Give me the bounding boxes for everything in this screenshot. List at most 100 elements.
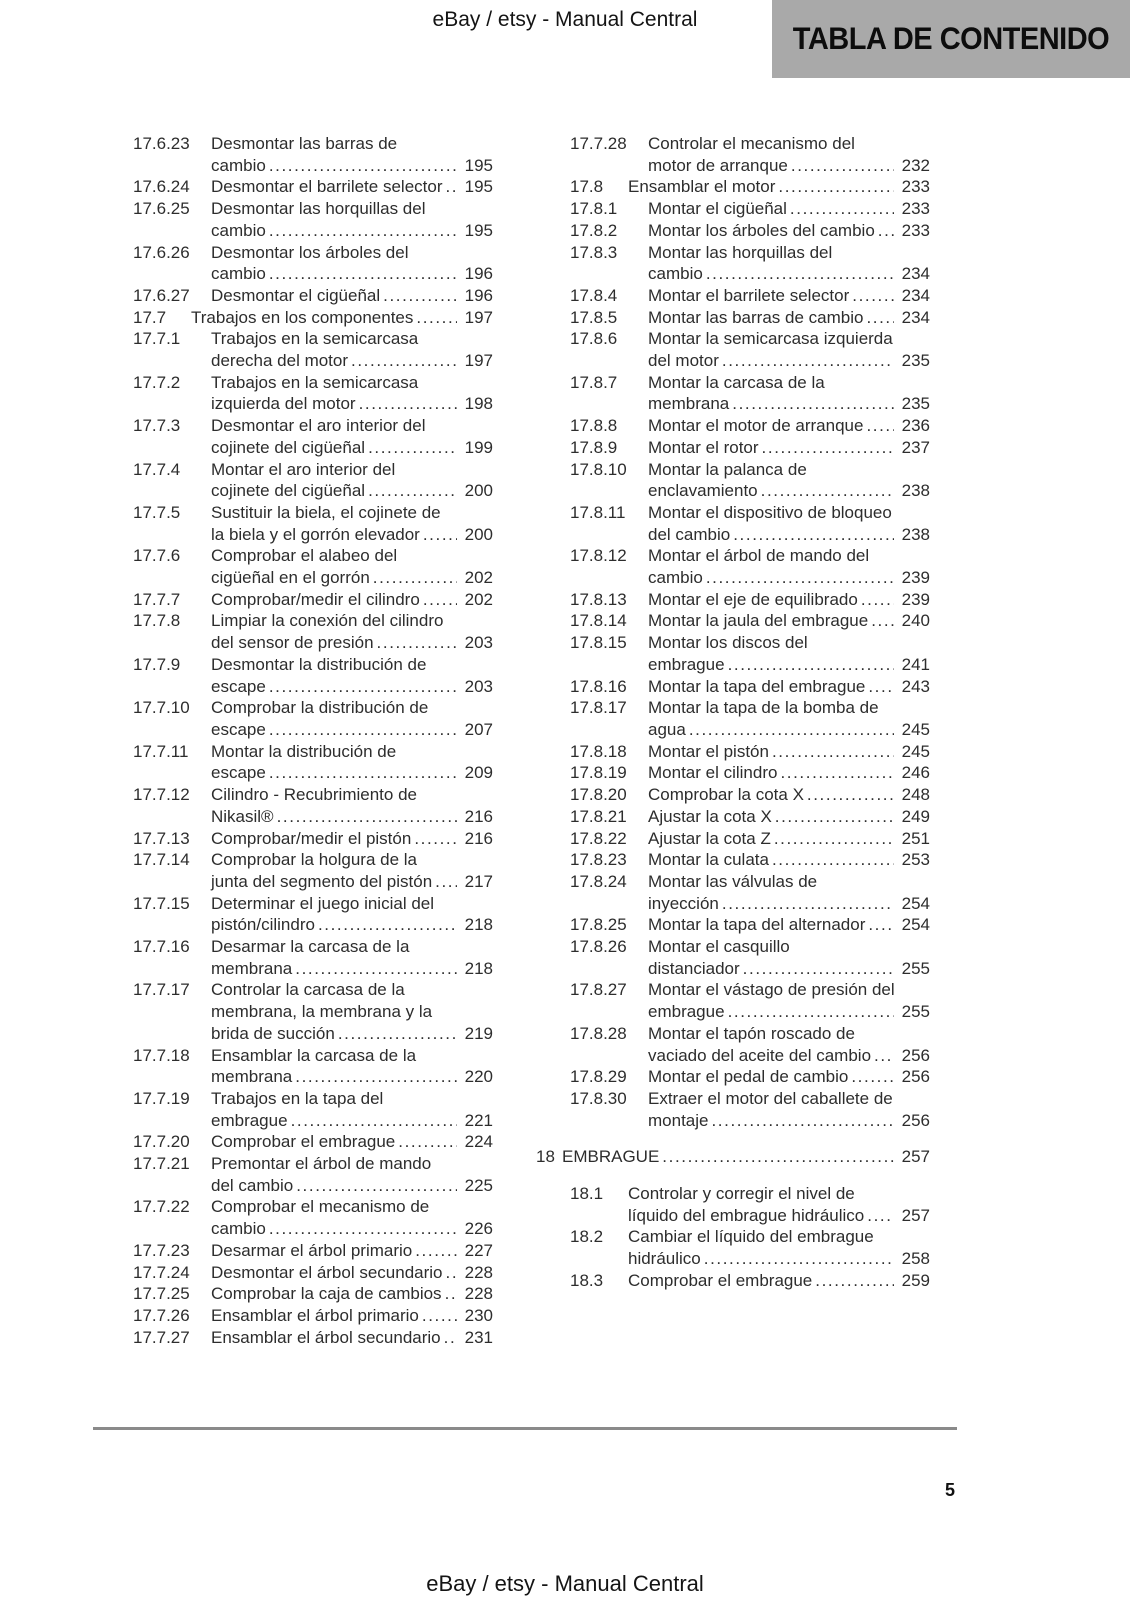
toc-entry-title-line: cambio (211, 220, 266, 240)
toc-entry-title-line: Nikasil® (211, 806, 274, 826)
toc-leader-dots: ........................................… (445, 177, 457, 197)
toc-entry-page: 219 (464, 1023, 493, 1043)
toc-entry-title-line: del cambio (648, 524, 731, 544)
toc-entry-page: 197 (464, 351, 493, 371)
toc-entry-number: 17.7.23 (133, 1240, 190, 1260)
toc-entry: 17.8.11 Montar el dispositivo de bloqueo d… (570, 502, 930, 545)
toc-entry-title-line: escape (211, 719, 266, 739)
toc-leader-dots: ........................................… (422, 524, 457, 544)
toc-entry: 17.7.6 Comprobar el alabeo del cigüeñal en… (133, 545, 493, 588)
toc-entry-number: 17.7.3 (133, 416, 181, 436)
toc-entry-title-line: membrana (211, 958, 293, 978)
toc-entry: 17.8.8 Montar el motor de arranque.......… (570, 415, 930, 437)
toc-entry-number: 17.8 (570, 177, 604, 197)
toc-entry-title-line: motor de arranque (648, 155, 788, 175)
toc-entry-title-line: Extraer el motor del caballete de (648, 1088, 893, 1108)
toc-entry-number: 17.6.25 (133, 199, 190, 219)
toc-leader-dots: ........................................… (383, 285, 457, 305)
toc-entry: 17.8.6 Montar la semicarcasa izquierda del… (570, 328, 930, 371)
toc-entry-title-line: Controlar el mecanismo del (648, 134, 855, 153)
toc-entry-number: 17.8.12 (570, 546, 627, 566)
toc-entry-number: 17.8.15 (570, 633, 627, 653)
toc-entry: 17.7 Trabajos en los componentes.........… (133, 307, 493, 329)
toc-entry-number: 17.6.27 (133, 285, 190, 305)
toc-leader-dots: ........................................… (727, 654, 894, 674)
toc-entry: 17.8.7 Montar la carcasa de la membrana...… (570, 372, 930, 415)
toc-entry-number: 17.7.18 (133, 1045, 190, 1065)
toc-entry: 17.8.17 Montar la tapa de la bomba de agua… (570, 697, 930, 740)
toc-entry-number: 17.7.4 (133, 459, 181, 479)
toc-entry-page: 233 (901, 220, 930, 240)
toc-entry: 17.7.24 Desmontar el árbol secundario....… (133, 1262, 493, 1284)
toc-entry-number: 17.8.26 (570, 937, 627, 957)
toc-entry: 17.7.20 Comprobar el embrague............… (133, 1131, 493, 1153)
toc-leader-dots: ........................................… (376, 633, 457, 653)
toc-entry-title-line: Desmontar el aro interior del (211, 416, 426, 436)
toc-entry-number: 17.8.17 (570, 698, 627, 718)
toc-entry-number: 17.8.20 (570, 785, 627, 805)
toc-entry-title-line: Montar los discos del (648, 633, 808, 653)
toc-entry: 17.8.28 Montar el tapón roscado de vaciado… (570, 1023, 930, 1066)
toc-banner-title: TABLA DE CONTENIDO (792, 20, 1110, 57)
toc-entry-page: 233 (901, 177, 930, 197)
toc-leader-dots: ........................................… (732, 394, 894, 414)
toc-leader-dots: ........................................… (290, 1110, 457, 1130)
toc-entry-title-line: Controlar y corregir el nivel de (628, 1184, 855, 1204)
toc-entry-title-line: enclavamiento (648, 481, 758, 501)
toc-entry-number: 17.7.21 (133, 1154, 190, 1174)
toc-entry: 17.7.23 Desarmar el árbol primario.......… (133, 1240, 493, 1262)
toc-entry-title-line: Montar la distribución de (211, 741, 397, 761)
toc-entry-title-line: embrague (648, 1002, 725, 1022)
toc-leader-dots: ........................................… (662, 1147, 894, 1167)
toc-entry-number: 17.7.5 (133, 502, 181, 522)
toc-entry: 17.7.11 Montar la distribución de escape..… (133, 741, 493, 784)
toc-entry-page: 195 (464, 177, 493, 197)
toc-entry: 17.8.1 Montar el cigüeñal................… (570, 198, 930, 220)
toc-entry-page: 234 (901, 285, 930, 305)
toc-entry-page: 216 (464, 806, 493, 826)
toc-entry-title-line: Comprobar la distribución de (211, 698, 429, 718)
toc-leader-dots: ........................................… (871, 611, 894, 631)
toc-entry: 17.7.8 Limpiar la conexión del cilindro de… (133, 610, 493, 653)
toc-entry: 17.7.21 Premontar el árbol de mando del ca… (133, 1153, 493, 1196)
toc-entry-number: 17.7.11 (133, 741, 189, 761)
toc-entry-number: 17.7.25 (133, 1284, 190, 1304)
toc-leader-dots: ........................................… (268, 719, 457, 739)
toc-leader-dots: ........................................… (688, 719, 894, 739)
toc-entry-page: 232 (901, 155, 930, 175)
toc-entry-number: 17.8.7 (570, 372, 618, 392)
toc-leader-dots: ........................................… (806, 785, 894, 805)
toc-entry: 17.7.3 Desmontar el aro interior del cojin… (133, 415, 493, 458)
toc-entry-title-line: Desmontar las horquillas del (211, 199, 426, 219)
toc-entry-page: 254 (901, 893, 930, 913)
toc-leader-dots: ........................................… (761, 437, 894, 457)
toc-leader-dots: ........................................… (351, 351, 457, 371)
toc-entry-page: 202 (464, 589, 493, 609)
toc-entry-title-line: Desmontar el barrilete selector (211, 177, 443, 197)
toc-entry-title-line: cojinete del cigüeñal (211, 437, 366, 457)
toc-leader-dots: ........................................… (877, 220, 894, 240)
toc-leader-dots: ........................................… (867, 1205, 894, 1225)
toc-leader-dots: ........................................… (851, 1067, 894, 1087)
toc-entry-title-line: cambio (211, 155, 266, 175)
toc-entry-number: 17.7.22 (133, 1197, 190, 1217)
toc-entry-number: 17.8.21 (570, 806, 627, 826)
toc-entry: 17.8.22 Ajustar la cota Z................… (570, 828, 930, 850)
toc-entry: 17.8.15 Montar los discos del embrague....… (570, 632, 930, 675)
toc-entry-page: 255 (901, 1002, 930, 1022)
toc-leader-dots: ........................................… (368, 437, 457, 457)
toc-leader-dots: ........................................… (435, 871, 457, 891)
toc-entry-number: 17.6.23 (133, 134, 190, 153)
toc-column-right: 17.7.28 Controlar el mecanismo del motor d… (536, 133, 930, 1292)
toc-entry-page: 228 (464, 1284, 493, 1304)
toc-entry-title-line: Desmontar el cigüeñal (211, 285, 381, 305)
toc-leader-dots: ........................................… (337, 1023, 457, 1043)
toc-entry: 17.7.26 Ensamblar el árbol primario......… (133, 1305, 493, 1327)
toc-entry-page: 259 (901, 1270, 930, 1290)
toc-entry: 17.7.16 Desarmar la carcasa de la membrana… (133, 936, 493, 979)
toc-entry-number: 17.7.12 (133, 785, 190, 805)
toc-entry-title-line: Montar la jaula del embrague (648, 611, 869, 631)
toc-entry-title-line: membrana (648, 394, 730, 414)
toc-entry-title-line: embrague (211, 1110, 288, 1130)
toc-leader-dots: ........................................… (852, 285, 894, 305)
